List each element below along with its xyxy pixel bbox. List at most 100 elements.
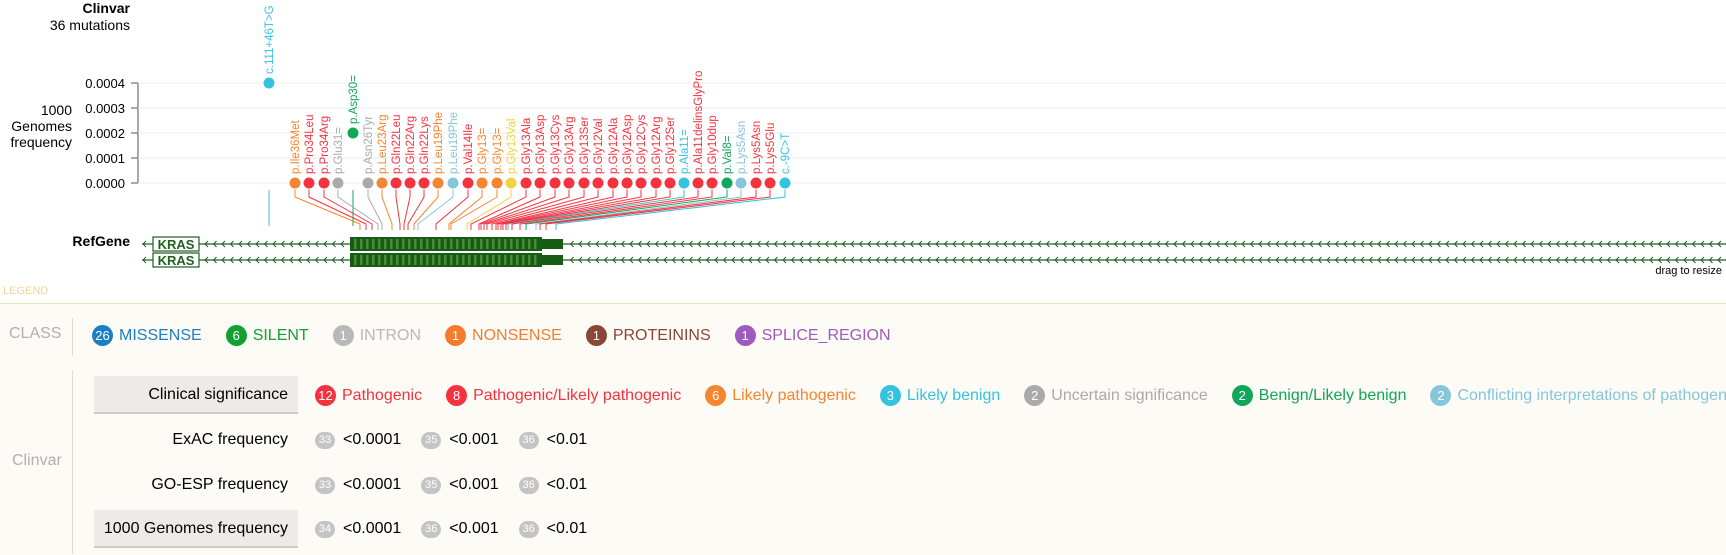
legend-item[interactable]: 2 Conflicting interpretations of pathogen… — [1430, 385, 1726, 406]
mutation-label[interactable]: p.Gly13= — [492, 127, 504, 174]
gene-name-box[interactable] — [152, 252, 200, 268]
mutation-lollipop-plot[interactable]: 0.0004 0.0003 0.0002 0.0001 0.0000 c.111+46T… — [0, 0, 1726, 285]
mutation-marker[interactable] — [446, 176, 460, 190]
mutation-label[interactable]: p.Gly13Ala — [521, 117, 533, 174]
legend-item[interactable]: 8 Pathogenic/Likely pathogenic — [446, 385, 681, 406]
mutation-label[interactable]: p.Gly12Cys — [636, 114, 648, 174]
mutation-marker[interactable] — [389, 176, 403, 190]
mutation-marker[interactable] — [331, 176, 345, 190]
mutation-label[interactable]: p.Gly13Asp — [535, 115, 547, 174]
legend-item[interactable]: 35 <0.001 — [421, 476, 499, 494]
mutation-label[interactable]: p.Leu19Phe — [448, 112, 460, 174]
mutation-label[interactable]: p.Gly12Arg — [651, 116, 663, 174]
mutation-marker[interactable] — [749, 176, 763, 190]
utr-exon[interactable] — [542, 239, 563, 249]
mutation-marker[interactable] — [620, 176, 634, 190]
mutation-marker[interactable] — [763, 176, 777, 190]
mutation-marker[interactable] — [705, 176, 719, 190]
mutation-marker[interactable] — [519, 176, 533, 190]
mutation-label[interactable]: p.Glu31= — [333, 127, 345, 174]
mutation-marker[interactable] — [734, 176, 748, 190]
mutation-marker[interactable] — [691, 176, 705, 190]
mutation-marker[interactable] — [778, 176, 792, 190]
mutation-label[interactable]: p.Val14Ile — [463, 124, 475, 174]
mutation-marker[interactable] — [577, 176, 591, 190]
mutation-marker[interactable] — [361, 176, 375, 190]
mutation-label[interactable]: p.Leu19Phe — [433, 112, 445, 174]
mutation-marker[interactable] — [634, 176, 648, 190]
legend-item[interactable]: 3 Likely benign — [879, 385, 1000, 406]
mutation-label[interactable]: p.Lys5Asn — [751, 121, 763, 174]
mutation-marker[interactable] — [663, 176, 677, 190]
mutation-label[interactable]: p.Pro34Arg — [319, 116, 331, 174]
mutation-marker[interactable] — [403, 176, 417, 190]
legend-item[interactable]: 36 <0.01 — [518, 476, 587, 494]
mutation-label[interactable]: p.Gly13Arg — [564, 116, 576, 174]
legend-item[interactable]: 1 INTRON — [332, 325, 421, 346]
mutation-marker[interactable] — [461, 176, 475, 190]
mutation-marker[interactable] — [317, 176, 331, 190]
legend-item[interactable]: 2 Benign/Likely benign — [1231, 385, 1406, 406]
mutation-label[interactable]: p.Gly12Ser — [665, 116, 677, 174]
mutation-marker[interactable] — [504, 176, 518, 190]
mutation-marker[interactable] — [346, 126, 360, 140]
mutation-label[interactable]: c.111+46T>G — [264, 5, 276, 74]
mutation-marker[interactable] — [562, 176, 576, 190]
mutation-marker[interactable] — [431, 176, 445, 190]
mutation-marker[interactable] — [375, 176, 389, 190]
mutation-markers[interactable]: c.111+46T>Gp.Asp30=p.Ile36Met p.Pro34Leu p… — [262, 5, 792, 190]
mutation-label[interactable]: p.Leu23Arg — [377, 115, 389, 174]
mutation-label[interactable]: p.Gly13= — [477, 127, 489, 174]
mutation-marker[interactable] — [302, 176, 316, 190]
gene-name-box[interactable] — [152, 236, 200, 252]
mutation-label[interactable]: p.Ala11delinsGlyPro — [693, 71, 705, 174]
drag-resize-hint[interactable]: drag to resize — [1655, 265, 1722, 277]
mutation-marker[interactable] — [490, 176, 504, 190]
gene-name-label[interactable]: KRAS — [158, 237, 195, 252]
mutation-label[interactable]: p.Asn26Tyr — [363, 116, 375, 174]
mutation-label[interactable]: p.Gly13Ser — [579, 116, 591, 174]
mutation-label[interactable]: p.Pro34Leu — [304, 115, 316, 174]
mutation-label[interactable]: c.-9C>T — [780, 133, 792, 174]
mutation-label[interactable]: p.Lys5Asn — [736, 121, 748, 174]
mutation-marker[interactable] — [677, 176, 691, 190]
mutation-label[interactable]: p.Ile36Met — [290, 119, 302, 174]
clinical-significance-row-label[interactable]: Clinical significance — [94, 376, 298, 414]
mutation-label[interactable]: p.Ala11= — [679, 129, 691, 174]
mutation-marker[interactable] — [417, 176, 431, 190]
g1000-row-label[interactable]: 1000 Genomes frequency — [94, 510, 298, 548]
mutation-label[interactable]: p.Gly13Val — [506, 119, 518, 174]
mutation-label[interactable]: p.Gly12Val — [593, 119, 605, 174]
legend-item[interactable]: 33 <0.0001 — [315, 476, 401, 494]
mutation-marker[interactable] — [533, 176, 547, 190]
utr-exon[interactable] — [542, 255, 563, 265]
mutation-label[interactable]: p.Gly13Cys — [550, 114, 562, 174]
legend-item[interactable]: 35 <0.001 — [421, 431, 499, 449]
legend-item[interactable]: 1 SPLICE_REGION — [734, 325, 891, 346]
mutation-marker[interactable] — [720, 176, 734, 190]
mutation-label[interactable]: p.Gly10dup — [707, 115, 719, 174]
legend-item[interactable]: 1 NONSENSE — [445, 325, 562, 346]
mutation-marker[interactable] — [649, 176, 663, 190]
mutation-label[interactable]: p.Lys5Glu — [765, 123, 777, 174]
mutation-marker[interactable] — [262, 76, 276, 90]
mutation-label[interactable]: p.Gln22Leu — [391, 115, 403, 174]
legend-item[interactable]: 34 <0.0001 — [315, 520, 401, 538]
mutation-marker[interactable] — [475, 176, 489, 190]
mutation-label[interactable]: p.Asp30= — [348, 75, 360, 124]
mutation-marker[interactable] — [288, 176, 302, 190]
legend-item[interactable]: 36 <0.01 — [518, 520, 587, 538]
mutation-label[interactable]: p.Val8= — [722, 135, 734, 174]
legend-item[interactable]: 33 <0.0001 — [315, 431, 401, 449]
mutation-label[interactable]: p.Gly12Ala — [608, 117, 620, 174]
legend-item[interactable]: 36 <0.01 — [518, 431, 587, 449]
mutation-marker[interactable] — [548, 176, 562, 190]
legend-item[interactable]: 1 PROTEININS — [585, 325, 711, 346]
mutation-label[interactable]: p.Gln22Lys — [419, 116, 431, 174]
legend-item[interactable]: 36 <0.001 — [421, 520, 499, 538]
legend-item[interactable]: 26 MISSENSE — [92, 325, 202, 346]
mutation-label[interactable]: p.Gln22Arg — [405, 116, 417, 174]
mutation-marker[interactable] — [606, 176, 620, 190]
legend-item[interactable]: 6 SILENT — [225, 325, 309, 346]
